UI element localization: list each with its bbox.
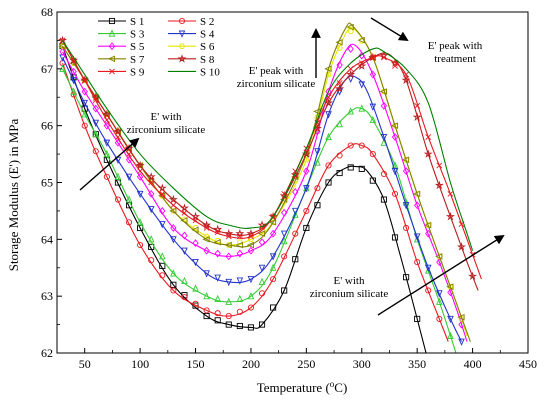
x-tick-label: 250	[297, 357, 315, 371]
data-point	[459, 339, 464, 345]
y-tick-label: 67	[41, 62, 53, 76]
x-axis-title: Temperature (oC)	[257, 379, 348, 395]
legend-label: S 7	[130, 54, 145, 66]
x-tick-label: 50	[79, 357, 91, 371]
data-point	[182, 248, 187, 254]
legend-label: S 3	[130, 29, 145, 41]
series-2	[60, 61, 448, 342]
legend-entry: S 1	[98, 16, 144, 28]
legend-label: S 10	[200, 66, 220, 78]
legend-label: S 9	[130, 66, 145, 78]
x-tick-label: 350	[408, 357, 426, 371]
annotation-zirconium-right: E' with zirconium silicate	[310, 275, 389, 300]
x-tick-label: 200	[242, 357, 260, 371]
annotation-peak-treatment: E' peak with treatment	[428, 40, 483, 65]
series-3	[60, 66, 456, 353]
data-point	[348, 165, 353, 170]
legend-entry: S 6	[168, 41, 215, 53]
x-tick-label: 450	[519, 357, 537, 371]
annotation-peak-zirconium: E' peak with zirconium silicate	[237, 65, 316, 90]
data-point	[171, 203, 176, 208]
data-point	[259, 279, 264, 285]
legend-entry: S 5	[98, 41, 145, 53]
legend-label: S 8	[200, 54, 215, 66]
legend-entry: S 8	[168, 54, 215, 66]
data-point	[181, 205, 187, 211]
annotation-zirconium-left: E' with zirconium silicate	[127, 111, 206, 136]
data-point	[159, 185, 165, 191]
x-tick-label: 100	[131, 357, 149, 371]
legend-entry: S 3	[98, 29, 145, 41]
arrow-peak-treatment	[371, 18, 407, 40]
y-axis-title: Storage Modulus (E') in MPa	[6, 118, 21, 271]
legend-entry: S 10	[168, 66, 220, 78]
x-tick-label: 300	[353, 357, 371, 371]
legend-entry: S 7	[98, 54, 145, 66]
legend-entry: S 2	[168, 16, 214, 28]
y-tick-label: 63	[41, 289, 53, 303]
y-tick-label: 68	[41, 5, 53, 19]
data-point	[426, 134, 431, 139]
legend-label: S 5	[130, 41, 145, 53]
series-line-2	[63, 63, 449, 341]
legend: S 1 S 2 S 3 S 4 S 5 S 6 S 7 S 8 S 9 S 10	[98, 16, 220, 78]
data-point	[437, 163, 442, 168]
legend-label: S 4	[200, 29, 215, 41]
legend-entry: S 4	[168, 29, 215, 41]
x-tick-label: 150	[187, 357, 205, 371]
legend-label: S 2	[200, 16, 214, 28]
arrow-zirconium-right	[378, 236, 503, 315]
legend-label: S 1	[130, 16, 144, 28]
series-line-4	[63, 57, 462, 341]
y-tick-label: 62	[41, 346, 53, 360]
y-tick-label: 65	[41, 176, 53, 190]
data-point	[448, 191, 453, 196]
legend-entry: S 9	[98, 66, 145, 78]
y-tick-label: 66	[41, 119, 53, 133]
y-tick-label: 64	[41, 232, 53, 246]
series-line-3	[63, 69, 456, 353]
legend-label: S 6	[200, 41, 215, 53]
x-tick-label: 400	[464, 357, 482, 371]
